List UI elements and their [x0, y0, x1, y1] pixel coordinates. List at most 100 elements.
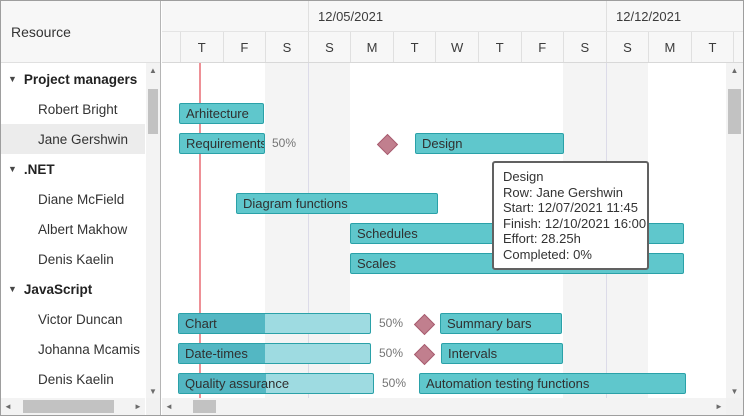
resource-label: Denis Kaelin	[38, 251, 114, 267]
task-progress	[179, 374, 267, 393]
task-bar[interactable]: Summary bars	[440, 313, 562, 334]
resource-label: Jane Gershwin	[38, 131, 129, 147]
scroll-right-icon[interactable]: ►	[134, 402, 142, 411]
day-header-cell: F	[222, 32, 266, 62]
progress-percent-label: 50%	[272, 136, 297, 150]
resource-label: Diane McField	[38, 191, 125, 207]
tooltip-line: Finish: 12/10/2021 16:00	[503, 215, 647, 231]
day-header-cell	[162, 32, 180, 62]
task-bar[interactable]: Arhitecture	[179, 103, 264, 124]
chart-vscroll-thumb[interactable]	[728, 89, 741, 134]
scroll-up-icon[interactable]: ▲	[730, 65, 739, 75]
tooltip-line: Row: Jane Gershwin	[503, 184, 623, 200]
resource-label: .NET	[23, 161, 55, 177]
resource-row[interactable]: Johanna Mcamis	[1, 334, 145, 364]
week-separator-line	[308, 63, 309, 398]
task-bar-label: Schedules	[357, 226, 418, 241]
task-bar-label: Date-times	[185, 346, 248, 361]
day-header-cell: F	[520, 32, 564, 62]
task-bar-label: Requirements	[186, 136, 265, 151]
resource-list: ▼ Project managers Robert Bright Jane Gersh…	[1, 64, 145, 394]
task-tooltip: Design Row: Jane Gershwin Start: 12/07/202…	[492, 161, 649, 270]
progress-percent-label: 50%	[379, 316, 404, 330]
task-bar-label: Diagram functions	[243, 196, 348, 211]
tooltip-line: Design	[503, 169, 544, 184]
gantt-body: Arhitecture Requirements 50% Design Diagram …	[162, 63, 743, 398]
resource-group-row[interactable]: ▼ JavaScript	[1, 274, 145, 304]
task-bar-label: Scales	[357, 256, 397, 271]
day-header-cell: T	[690, 32, 734, 62]
resource-label: Denis Kaelin	[38, 371, 114, 387]
scroll-right-icon[interactable]: ►	[715, 402, 723, 411]
scroll-down-icon[interactable]: ▼	[730, 386, 739, 396]
collapse-triangle-icon[interactable]: ▼	[8, 163, 17, 174]
day-header-cell: M	[350, 32, 393, 62]
chart-horizontal-scrollbar[interactable]: ◄ ►	[162, 398, 726, 415]
resource-row[interactable]: Albert Makhow	[1, 214, 145, 244]
task-bar-label: Summary bars	[447, 316, 532, 331]
resource-row[interactable]: Jane Gershwin	[1, 124, 145, 154]
task-bar-label: Design	[422, 136, 463, 151]
task-bar[interactable]: Diagram functions	[236, 193, 438, 214]
chart-scroll-corner	[726, 398, 743, 415]
milestone-diamond[interactable]	[376, 133, 399, 156]
resource-row[interactable]: Denis Kaelin	[1, 364, 145, 394]
scroll-up-icon[interactable]: ▲	[149, 65, 157, 75]
task-bar[interactable]: Quality assurance	[178, 373, 374, 394]
day-header-cell: S	[563, 32, 606, 62]
resource-label: Robert Bright	[38, 101, 118, 117]
resource-column-header: Resource	[1, 1, 160, 63]
task-bar[interactable]: Intervals	[441, 343, 563, 364]
sidebar-scroll-corner	[146, 398, 160, 415]
resource-group-row[interactable]: ▼ Project managers	[1, 64, 145, 94]
sidebar-horizontal-scrollbar[interactable]: ◄ ►	[1, 398, 145, 415]
week-header-cell: 12/12/2021	[606, 1, 743, 31]
day-header-cell: S	[605, 32, 649, 62]
current-time-marker	[199, 63, 201, 398]
scroll-left-icon[interactable]: ◄	[165, 402, 173, 411]
sidebar-hscroll-thumb[interactable]	[23, 400, 114, 413]
collapse-triangle-icon[interactable]: ▼	[8, 283, 17, 294]
task-bar[interactable]: Automation testing functions	[419, 373, 686, 394]
scroll-down-icon[interactable]: ▼	[149, 386, 157, 396]
resource-group-row[interactable]: ▼ .NET	[1, 154, 145, 184]
progress-percent-label: 50%	[382, 376, 407, 390]
task-bar[interactable]: Chart	[178, 313, 371, 334]
sidebar-vscroll-thumb[interactable]	[148, 89, 158, 134]
weekend-shading	[265, 63, 350, 398]
resource-row[interactable]: Victor Duncan	[1, 304, 145, 334]
resource-label: Project managers	[23, 71, 138, 87]
resource-label: Albert Makhow	[38, 221, 128, 237]
task-bar-label: Chart	[185, 316, 217, 331]
chart-vertical-scrollbar[interactable]: ▲ ▼	[726, 63, 743, 398]
week-header-cell	[162, 1, 308, 31]
scroll-left-icon[interactable]: ◄	[4, 402, 12, 411]
resource-label: Johanna Mcamis	[38, 341, 141, 357]
resource-row[interactable]: Denis Kaelin	[1, 244, 145, 274]
resource-column-title: Resource	[11, 23, 71, 40]
chart-hscroll-thumb[interactable]	[193, 400, 216, 413]
task-bar-label: Automation testing functions	[426, 376, 590, 391]
task-bar[interactable]: Date-times	[178, 343, 371, 364]
task-progress	[179, 314, 265, 333]
tooltip-line: Effort: 28.25h	[503, 231, 581, 246]
week-header-cell: 12/05/2021	[308, 1, 606, 31]
milestone-diamond[interactable]	[413, 343, 436, 366]
day-header-cell: T	[180, 32, 223, 62]
collapse-triangle-icon[interactable]: ▼	[8, 73, 17, 84]
task-bar[interactable]: Design	[415, 133, 564, 154]
task-bar-label: Quality assurance	[185, 376, 290, 391]
milestone-diamond[interactable]	[413, 313, 436, 336]
progress-percent-label: 50%	[379, 346, 404, 360]
task-bar-label: Arhitecture	[186, 106, 249, 121]
tooltip-line: Completed: 0%	[503, 246, 592, 262]
task-bar[interactable]: Requirements	[179, 133, 265, 154]
resource-row[interactable]: Diane McField	[1, 184, 145, 214]
day-header-cell	[733, 32, 743, 62]
task-bar-label: Intervals	[448, 346, 498, 361]
resource-row[interactable]: Robert Bright	[1, 94, 145, 124]
tooltip-line: Start: 12/07/2021 11:45	[503, 200, 638, 215]
sidebar-vertical-scrollbar[interactable]: ▲ ▼	[146, 63, 160, 398]
